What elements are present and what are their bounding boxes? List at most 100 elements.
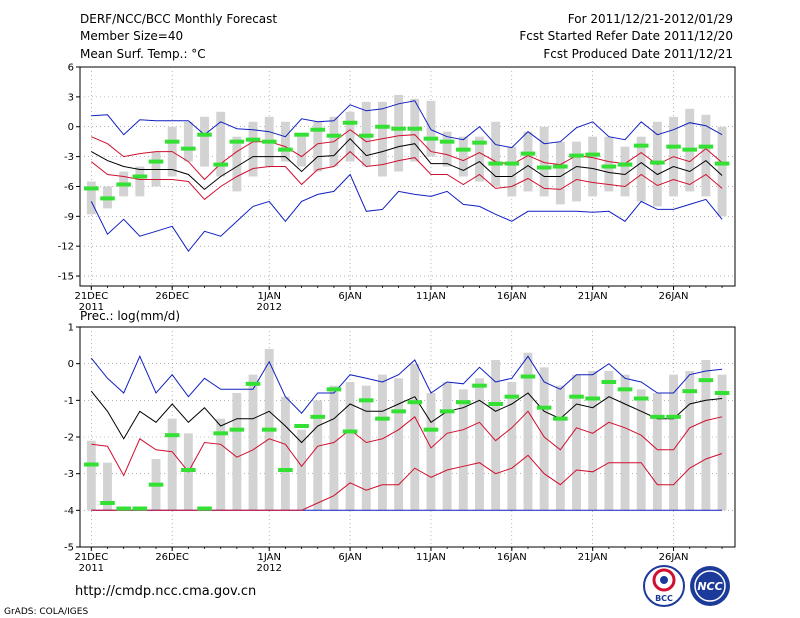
spread-box	[280, 396, 290, 511]
inner-high-line	[91, 129, 723, 181]
x-tick-year: 2012	[256, 563, 281, 574]
median-marker	[84, 186, 99, 191]
median-marker	[294, 132, 309, 137]
median-marker	[181, 468, 196, 472]
median-marker	[164, 139, 180, 144]
spread-box	[216, 111, 226, 177]
median-marker	[585, 152, 600, 157]
x-tick-label: 26JAN	[659, 291, 689, 302]
outer-high-line	[91, 100, 723, 149]
x-tick-label: 6JAN	[338, 552, 361, 563]
median-marker	[601, 380, 617, 384]
median-marker	[520, 374, 536, 379]
median-marker	[617, 387, 633, 392]
median-marker	[358, 133, 374, 138]
median-marker	[326, 387, 342, 392]
median-marker	[456, 147, 471, 152]
spread-box	[475, 136, 484, 182]
spread-box	[458, 389, 468, 511]
plot-frame	[79, 66, 736, 287]
spread-box	[394, 94, 404, 172]
x-tick-label: 16JAN	[497, 552, 527, 563]
y-tick-label: -6	[64, 182, 74, 193]
spread-box	[620, 146, 630, 197]
spread-box	[200, 116, 209, 167]
spread-box	[507, 146, 517, 197]
median-marker	[666, 414, 681, 419]
spread-box	[135, 166, 145, 197]
x-tick-label: 26DEC	[155, 291, 189, 302]
spread-box	[701, 114, 711, 197]
x-tick-label: 21JAN	[578, 552, 608, 563]
median-marker	[342, 120, 358, 125]
spread-box	[636, 389, 646, 511]
spread-box	[475, 378, 484, 511]
grads-credit: GrADS: COLA/IGES	[4, 607, 88, 617]
median-marker	[310, 127, 326, 132]
fcst-produced-date: Fcst Produced Date 2011/12/21	[543, 47, 733, 61]
ensemble-mean-line	[91, 137, 723, 191]
median-marker	[342, 429, 358, 434]
median-marker	[601, 164, 617, 169]
median-marker	[650, 160, 665, 165]
median-marker	[569, 394, 584, 399]
forecast-range: For 2011/12/21-2012/01/29	[568, 12, 733, 26]
median-marker	[714, 161, 730, 166]
spread-box	[410, 363, 420, 511]
member-size: Member Size=40	[80, 29, 183, 43]
x-tick-label: 1JAN	[257, 291, 280, 302]
median-marker	[423, 136, 439, 141]
median-marker	[698, 378, 714, 383]
spread-box	[345, 382, 355, 511]
x-tick-label: 11JAN	[416, 552, 446, 563]
footer-url[interactable]: http://cmdp.ncc.cma.gov.cn	[75, 584, 256, 599]
spread-box	[297, 136, 307, 167]
spread-box	[442, 382, 452, 511]
y-tick-label: -15	[58, 272, 74, 283]
median-marker	[116, 506, 131, 511]
median-marker	[650, 414, 665, 419]
median-marker	[698, 144, 714, 149]
spread-box	[377, 374, 387, 511]
y-tick-label: 0	[68, 359, 74, 370]
median-marker	[439, 409, 455, 414]
spread-box	[572, 141, 581, 202]
median-marker	[261, 139, 277, 144]
median-marker	[536, 405, 552, 410]
spread-box	[394, 378, 404, 511]
spread-box	[280, 121, 290, 162]
x-tick-year: 2011	[79, 302, 104, 313]
median-marker	[391, 126, 406, 131]
median-marker	[617, 162, 633, 167]
spread-box	[604, 371, 614, 511]
median-marker	[245, 137, 261, 142]
median-marker	[278, 147, 293, 152]
median-marker	[181, 146, 196, 151]
spread-box	[555, 385, 565, 511]
median-marker	[310, 414, 326, 419]
y-tick-label: -1	[64, 396, 74, 407]
spread-box	[297, 429, 307, 511]
inner-low-line	[90, 150, 723, 201]
spread-box	[248, 374, 258, 511]
median-marker	[164, 433, 180, 438]
spread-box	[604, 136, 614, 192]
median-marker	[553, 164, 568, 169]
x-tick-label: 16JAN	[497, 291, 527, 302]
spread-box	[588, 136, 598, 197]
median-marker	[553, 416, 568, 421]
spread-box	[652, 393, 662, 511]
median-marker	[472, 140, 487, 145]
median-marker	[666, 144, 681, 149]
bcc-logo-text: BCC	[655, 594, 673, 603]
median-marker	[261, 427, 277, 432]
ensemble-mean-line	[90, 390, 723, 444]
median-marker	[197, 132, 212, 137]
y-tick-label: -12	[58, 242, 74, 253]
median-marker	[375, 124, 390, 129]
chart-title: DERF/NCC/BCC Monthly Forecast	[80, 12, 277, 26]
spread-box	[167, 418, 177, 511]
